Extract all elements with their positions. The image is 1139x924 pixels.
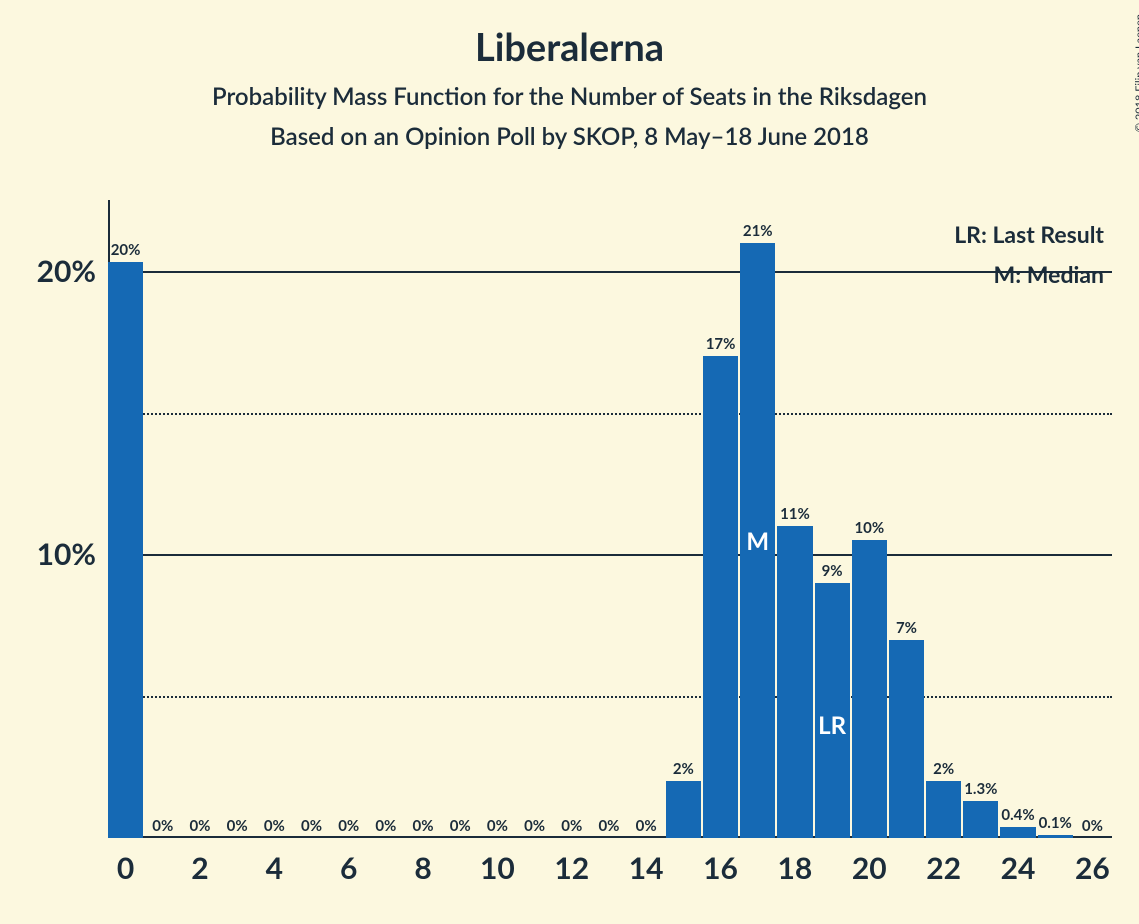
bar bbox=[1038, 835, 1073, 838]
y-axis-tick-label: 20% bbox=[6, 253, 96, 289]
bar bbox=[108, 262, 143, 838]
bar-value-label: 0% bbox=[623, 817, 670, 835]
legend-label: LR: Last Result bbox=[954, 220, 1104, 248]
chart-subtitle-2: Based on an Opinion Poll by SKOP, 8 May–… bbox=[0, 122, 1139, 151]
x-axis-tick-label: 20 bbox=[839, 850, 899, 886]
bar-value-label: 1.3% bbox=[957, 780, 1004, 798]
bar-value-label: 17% bbox=[697, 335, 744, 353]
bar-annotation: LR bbox=[815, 711, 850, 740]
gridline-major bbox=[108, 271, 1112, 273]
bar-value-label: 9% bbox=[809, 562, 856, 580]
x-axis-tick-label: 18 bbox=[765, 850, 825, 886]
y-axis-tick-label: 10% bbox=[6, 536, 96, 572]
x-axis-tick-label: 22 bbox=[914, 850, 974, 886]
chart-subtitle-1: Probability Mass Function for the Number… bbox=[0, 82, 1139, 111]
bar-value-label: 11% bbox=[771, 505, 818, 523]
x-axis-tick-label: 6 bbox=[319, 850, 379, 886]
bar bbox=[852, 540, 887, 838]
bar-annotation: M bbox=[740, 527, 775, 556]
x-axis-tick-label: 12 bbox=[542, 850, 602, 886]
x-axis-tick-label: 16 bbox=[691, 850, 751, 886]
legend-label: M: Median bbox=[994, 260, 1104, 288]
x-axis-tick-label: 10 bbox=[467, 850, 527, 886]
bar-value-label: 20% bbox=[102, 241, 149, 259]
bar bbox=[666, 781, 701, 838]
copyright-text: © 2018 Filip van Laenen bbox=[1133, 14, 1139, 132]
bar-value-label: 2% bbox=[920, 760, 967, 778]
x-axis-line bbox=[108, 836, 1112, 838]
x-axis-tick-label: 2 bbox=[170, 850, 230, 886]
x-axis-tick-label: 8 bbox=[393, 850, 453, 886]
gridline-minor bbox=[108, 696, 1112, 698]
bar-value-label: 2% bbox=[660, 760, 707, 778]
bar bbox=[1000, 827, 1035, 838]
bar bbox=[926, 781, 961, 838]
x-axis-tick-label: 24 bbox=[988, 850, 1048, 886]
bar bbox=[963, 801, 998, 838]
bar bbox=[889, 640, 924, 838]
bar bbox=[777, 526, 812, 838]
gridline-minor bbox=[108, 413, 1112, 415]
bar-value-label: 0% bbox=[1069, 817, 1116, 835]
bar-value-label: 10% bbox=[846, 519, 893, 537]
x-axis-tick-label: 0 bbox=[96, 850, 156, 886]
bar-value-label: 7% bbox=[883, 619, 930, 637]
bar bbox=[703, 356, 738, 838]
x-axis-tick-label: 14 bbox=[616, 850, 676, 886]
chart-plot-area: 20%0%0%0%0%0%0%0%0%0%0%0%0%0%0%2%17%21%1… bbox=[108, 200, 1112, 838]
x-axis-tick-label: 26 bbox=[1062, 850, 1122, 886]
chart-title: Liberalerna bbox=[0, 24, 1139, 70]
gridline-major bbox=[108, 554, 1112, 556]
x-axis-tick-label: 4 bbox=[244, 850, 304, 886]
bar-value-label: 21% bbox=[734, 222, 781, 240]
